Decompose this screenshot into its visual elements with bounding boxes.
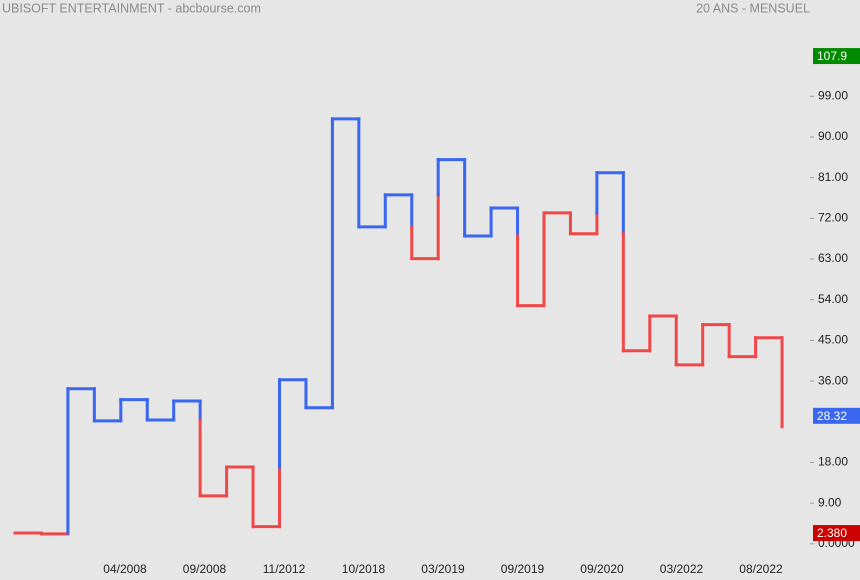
x-tick-label: 09/2008 <box>183 562 227 576</box>
x-tick-label: 10/2018 <box>342 562 386 576</box>
price-badge-label: 107.9 <box>817 49 847 63</box>
price-badge <box>813 48 860 65</box>
y-tick-label: 90.00 <box>818 129 848 143</box>
y-tick-label: 36.00 <box>818 373 848 387</box>
x-tick-label: 09/2019 <box>501 562 545 576</box>
x-tick-label: 09/2020 <box>580 562 624 576</box>
y-tick-label: 63.00 <box>818 251 848 265</box>
y-tick-label: 45.00 <box>818 333 848 347</box>
x-tick-label: 04/2008 <box>103 562 147 576</box>
y-tick-label: 54.00 <box>818 292 848 306</box>
x-tick-label: 03/2019 <box>421 562 465 576</box>
price-badge <box>813 525 860 542</box>
price-badge <box>813 407 860 424</box>
x-tick-label: 11/2012 <box>263 562 306 576</box>
y-tick-label: 99.00 <box>818 88 848 102</box>
y-tick-label: 9.00 <box>818 495 842 509</box>
chart-subtitle: 20 ANS - MENSUEL <box>696 1 810 15</box>
x-tick-label: 08/2022 <box>739 562 783 576</box>
price-badge-label: 28.32 <box>817 409 847 423</box>
price-badge-label: 2.380 <box>817 526 847 540</box>
y-tick-label: 18.00 <box>818 455 848 469</box>
x-tick-label: 03/2022 <box>660 562 704 576</box>
y-tick-label: 72.00 <box>818 211 848 225</box>
chart-title: UBISOFT ENTERTAINMENT - abcbourse.com <box>2 1 261 15</box>
y-tick-label: 81.00 <box>818 170 848 184</box>
